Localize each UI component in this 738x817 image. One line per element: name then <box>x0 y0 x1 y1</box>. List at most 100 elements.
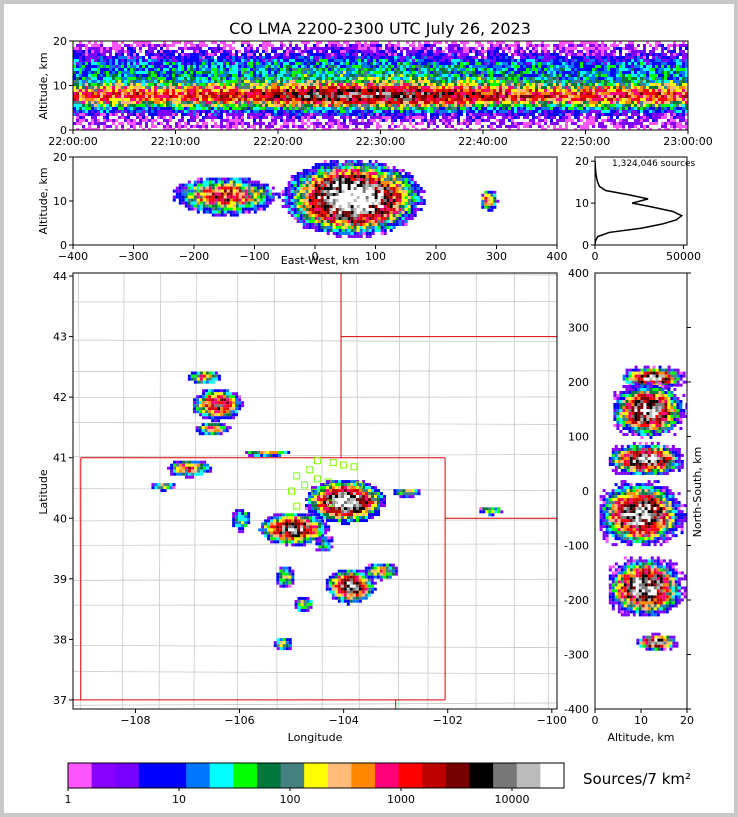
time-height-cell <box>481 77 484 80</box>
time-height-cell <box>541 86 544 89</box>
time-height-cell <box>478 128 481 130</box>
time-height-cell <box>628 116 631 119</box>
time-height-cell <box>307 77 310 80</box>
time-height-cell <box>88 128 91 130</box>
time-height-cell <box>181 107 184 110</box>
time-height-cell <box>601 83 604 86</box>
time-height-cell <box>529 41 532 44</box>
time-height-cell <box>433 74 436 77</box>
time-height-cell <box>604 56 607 59</box>
time-height-cell <box>127 107 130 110</box>
time-height-cell <box>73 59 76 62</box>
time-height-cell <box>337 86 340 89</box>
time-height-cell <box>457 101 460 104</box>
time-height-cell <box>511 68 514 71</box>
time-height-cell <box>196 110 199 113</box>
time-height-cell <box>466 62 469 65</box>
time-height-cell <box>598 92 601 95</box>
time-height-cell <box>85 119 88 122</box>
time-height-cell <box>373 80 376 83</box>
time-height-cell <box>586 86 589 89</box>
time-height-cell <box>508 110 511 113</box>
time-height-cell <box>526 92 529 95</box>
time-height-cell <box>484 62 487 65</box>
time-height-cell <box>298 98 301 101</box>
time-height-cell <box>223 47 226 50</box>
time-height-cell <box>118 44 121 47</box>
time-height-cell <box>547 116 550 119</box>
time-height-cell <box>346 89 349 92</box>
time-height-cell <box>121 89 124 92</box>
time-height-cell <box>328 125 331 128</box>
time-height-cell <box>379 107 382 110</box>
time-height-cell <box>355 50 358 53</box>
time-height-cell <box>523 125 526 128</box>
time-height-cell <box>463 71 466 74</box>
time-height-cell <box>211 80 214 83</box>
time-height-cell <box>580 92 583 95</box>
time-height-cell <box>244 101 247 104</box>
time-height-cell <box>448 77 451 80</box>
time-height-cell <box>220 110 223 113</box>
time-height-cell <box>349 104 352 107</box>
time-height-cell <box>250 110 253 113</box>
time-height-cell <box>541 119 544 122</box>
time-height-cell <box>448 104 451 107</box>
time-height-cell <box>151 107 154 110</box>
time-height-cell <box>193 92 196 95</box>
time-height-cell <box>460 128 463 130</box>
time-height-cell <box>511 92 514 95</box>
time-height-cell <box>508 119 511 122</box>
time-height-cell <box>523 107 526 110</box>
time-height-cell <box>376 128 379 130</box>
time-height-cell <box>358 44 361 47</box>
time-height-cell <box>310 65 313 68</box>
time-height-cell <box>574 59 577 62</box>
time-height-cell <box>394 47 397 50</box>
time-height-cell <box>427 110 430 113</box>
time-height-cell <box>232 59 235 62</box>
time-height-cell <box>178 59 181 62</box>
time-height-cell <box>589 44 592 47</box>
time-height-cell <box>466 110 469 113</box>
time-height-cell <box>178 98 181 101</box>
time-height-cell <box>76 92 79 95</box>
time-height-cell <box>331 41 334 44</box>
time-height-cell <box>151 83 154 86</box>
time-height-cell <box>250 44 253 47</box>
time-height-cell <box>421 83 424 86</box>
time-height-cell <box>88 50 91 53</box>
time-height-cell <box>625 116 628 119</box>
time-height-cell <box>472 89 475 92</box>
time-height-cell <box>199 65 202 68</box>
time-height-cell <box>379 68 382 71</box>
time-height-cell <box>172 41 175 44</box>
time-height-cell <box>322 50 325 53</box>
time-height-cell <box>226 128 229 130</box>
time-height-cell <box>304 50 307 53</box>
time-height-cell <box>541 50 544 53</box>
time-height-cell <box>490 53 493 56</box>
time-height-cell <box>451 89 454 92</box>
time-height-cell <box>121 41 124 44</box>
time-height-cell <box>433 68 436 71</box>
time-height-cell <box>451 65 454 68</box>
time-height-cell <box>268 65 271 68</box>
time-height-cell <box>418 107 421 110</box>
time-height-cell <box>523 89 526 92</box>
time-height-cell <box>352 95 355 98</box>
time-height-cell <box>178 62 181 65</box>
time-height-cell <box>322 53 325 56</box>
time-height-cell <box>124 98 127 101</box>
time-height-cell <box>463 95 466 98</box>
time-height-cell <box>550 68 553 71</box>
time-height-cell <box>190 53 193 56</box>
time-height-cell <box>568 107 571 110</box>
time-height-cell <box>589 80 592 83</box>
time-height-cell <box>289 71 292 74</box>
time-height-cell <box>352 53 355 56</box>
time-height-cell <box>211 113 214 116</box>
time-height-cell <box>568 77 571 80</box>
time-height-cell <box>628 59 631 62</box>
time-height-cell <box>418 86 421 89</box>
